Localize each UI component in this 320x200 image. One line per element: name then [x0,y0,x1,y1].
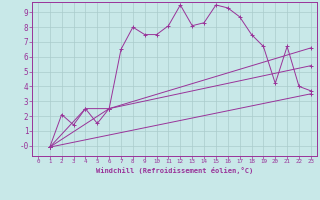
X-axis label: Windchill (Refroidissement éolien,°C): Windchill (Refroidissement éolien,°C) [96,167,253,174]
